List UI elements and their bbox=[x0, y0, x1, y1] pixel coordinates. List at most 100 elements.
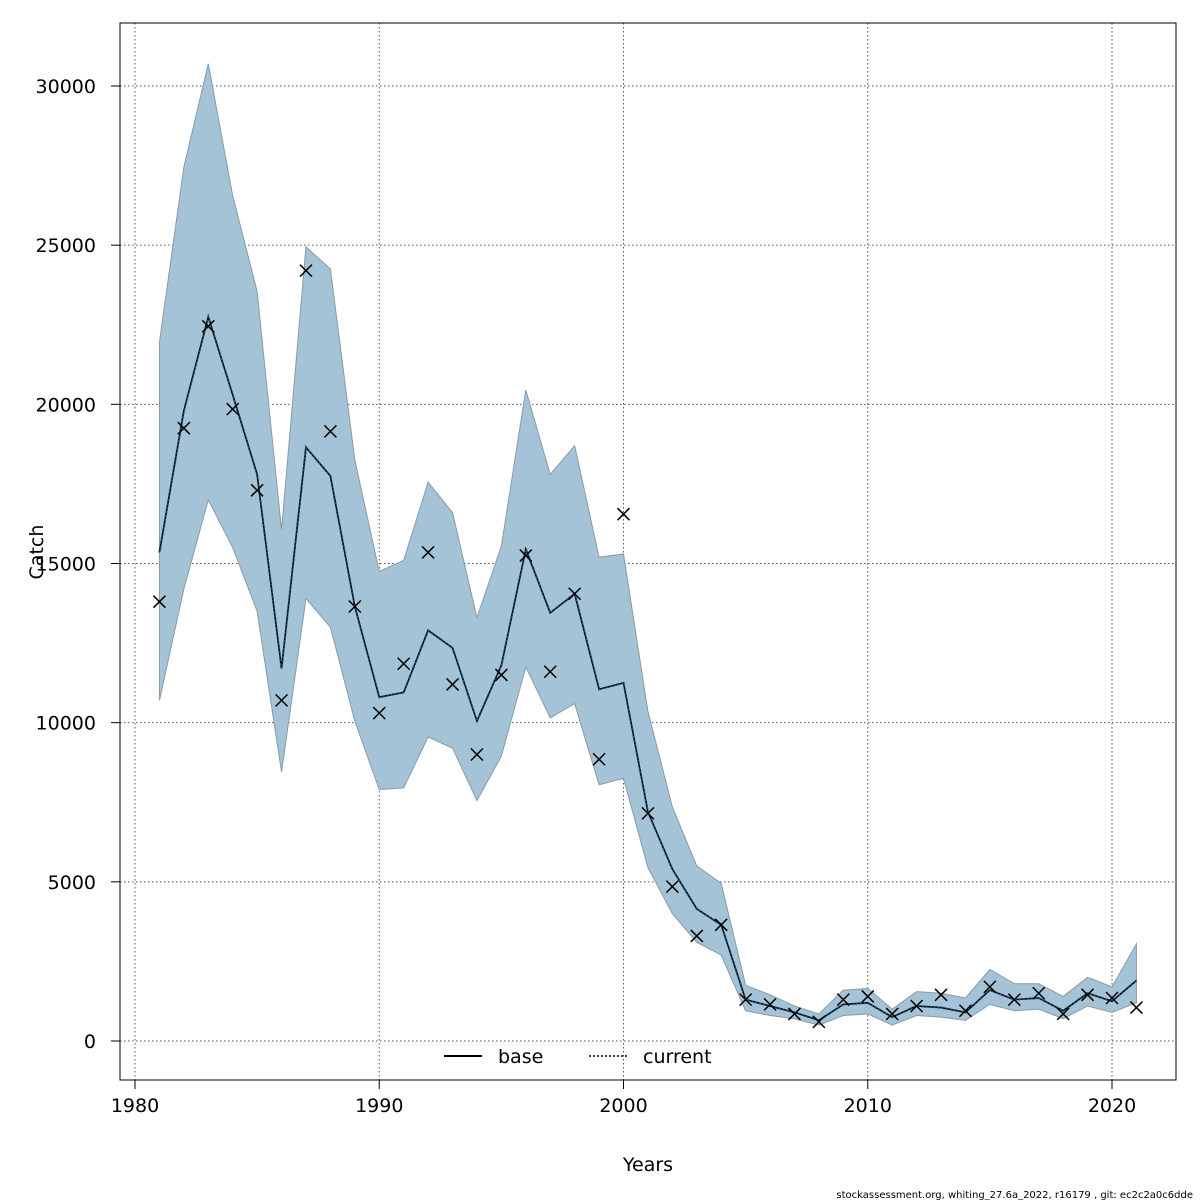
observed-point bbox=[543, 665, 557, 679]
observed-point-stroke-b bbox=[1032, 986, 1046, 1000]
observed-point-stroke-b bbox=[1081, 988, 1095, 1002]
observed-point-stroke-b bbox=[885, 1007, 899, 1021]
observed-point bbox=[885, 1007, 899, 1021]
observed-point-stroke-b bbox=[910, 999, 924, 1013]
observed-point bbox=[201, 319, 215, 333]
observed-point bbox=[1007, 993, 1021, 1007]
x-tick-label: 2000 bbox=[599, 1095, 647, 1117]
observed-point-stroke-b bbox=[275, 693, 289, 707]
observed-point-stroke-b bbox=[616, 507, 631, 521]
observed-point-stroke-b bbox=[445, 677, 460, 691]
y-tick-label: 0 bbox=[84, 1031, 96, 1053]
observed-point bbox=[397, 657, 411, 671]
observed-point-stroke-b bbox=[983, 980, 997, 994]
observed-point-stroke-b bbox=[1129, 1001, 1143, 1015]
observed-point-stroke-b bbox=[397, 657, 411, 671]
observed-point-stroke-b bbox=[201, 319, 215, 333]
x-tick-label: 1990 bbox=[355, 1095, 403, 1117]
observed-point bbox=[812, 1015, 826, 1029]
observed-point bbox=[983, 980, 997, 994]
observed-point-stroke-b bbox=[812, 1015, 826, 1029]
observed-point-stroke-b bbox=[250, 483, 264, 497]
observed-point-stroke-b bbox=[348, 599, 362, 614]
observed-point-stroke-b bbox=[1105, 991, 1119, 1005]
observed-point-stroke-b bbox=[1007, 993, 1021, 1007]
observed-point bbox=[641, 806, 655, 820]
observed-point-stroke-b bbox=[714, 918, 728, 932]
observed-point-stroke-b bbox=[152, 595, 166, 609]
y-tick-label: 25000 bbox=[36, 235, 96, 257]
observed-point bbox=[1056, 1007, 1070, 1021]
observed-point-stroke-b bbox=[958, 1004, 972, 1018]
observed-point bbox=[739, 993, 753, 1007]
observed-point bbox=[226, 402, 240, 416]
y-tick-label: 10000 bbox=[36, 713, 96, 735]
observed-point-stroke-b bbox=[568, 587, 582, 601]
series-line-current bbox=[158, 313, 1138, 1022]
y-tick-label: 20000 bbox=[36, 394, 96, 416]
observed-point bbox=[910, 999, 924, 1013]
observed-point bbox=[1081, 988, 1095, 1002]
observed-point-stroke-b bbox=[934, 988, 948, 1002]
observed-point-stroke-b bbox=[690, 929, 704, 943]
observed-point bbox=[494, 668, 508, 682]
observed-point-stroke-b bbox=[665, 880, 679, 894]
observed-point bbox=[958, 1004, 972, 1018]
plot-frame bbox=[119, 22, 1177, 1081]
observed-point-stroke-b bbox=[787, 1007, 802, 1021]
series-lines bbox=[158, 313, 1138, 1022]
x-axis-title: Years bbox=[622, 1154, 673, 1176]
y-tick-label: 5000 bbox=[48, 872, 96, 894]
observed-point-stroke-b bbox=[861, 989, 875, 1003]
footer-credit: stockassessment.org, whiting_27.6a_2022,… bbox=[836, 1190, 1193, 1200]
observed-point bbox=[299, 264, 313, 278]
observed-point bbox=[152, 595, 166, 609]
observed-point bbox=[568, 587, 582, 601]
confidence-band-area bbox=[158, 63, 1137, 1026]
legend-base-label: base bbox=[498, 1046, 543, 1068]
observed-point bbox=[519, 549, 533, 563]
observed-point-stroke-b bbox=[372, 706, 386, 720]
observed-point-stroke-b bbox=[543, 665, 557, 679]
observed-point-stroke-b bbox=[323, 424, 337, 438]
observed-point-stroke-b bbox=[641, 806, 655, 820]
observed-point-stroke-b bbox=[763, 997, 777, 1011]
observed-point bbox=[470, 747, 484, 762]
observed-point bbox=[275, 693, 289, 707]
observed-point-stroke-b bbox=[1056, 1007, 1070, 1021]
observed-point-stroke-b bbox=[739, 993, 753, 1007]
observed-point bbox=[177, 421, 191, 435]
observed-point bbox=[1129, 1001, 1143, 1015]
x-tick-label: 2020 bbox=[1088, 1095, 1136, 1117]
legend: base current bbox=[444, 1046, 712, 1068]
observed-point bbox=[250, 483, 264, 497]
grid-lines bbox=[120, 23, 1176, 1080]
observed-point-stroke-b bbox=[494, 668, 508, 682]
observed-point bbox=[323, 424, 337, 438]
observed-point bbox=[836, 993, 850, 1007]
observed-point bbox=[616, 507, 631, 521]
observed-point bbox=[665, 880, 679, 894]
observed-point bbox=[787, 1007, 802, 1021]
observed-point-stroke-b bbox=[421, 545, 435, 559]
observed-point bbox=[372, 706, 386, 720]
observed-point bbox=[763, 997, 777, 1011]
observed-point bbox=[421, 545, 435, 559]
observed-point bbox=[348, 599, 362, 614]
observed-point bbox=[1105, 991, 1119, 1005]
observed-point bbox=[861, 989, 875, 1003]
observed-point bbox=[1032, 986, 1046, 1000]
observed-points bbox=[152, 264, 1143, 1029]
observed-point-stroke-b bbox=[226, 402, 240, 416]
y-tick-label: 15000 bbox=[36, 554, 96, 576]
observed-point-stroke-b bbox=[519, 549, 533, 563]
observed-point-stroke-b bbox=[592, 752, 606, 766]
y-tick-label: 30000 bbox=[36, 76, 96, 98]
observed-point bbox=[714, 918, 728, 932]
legend-current-label: current bbox=[643, 1046, 712, 1068]
observed-point bbox=[690, 929, 704, 943]
observed-point bbox=[445, 677, 460, 691]
observed-point-stroke-b bbox=[836, 993, 850, 1007]
observed-point bbox=[934, 988, 948, 1002]
